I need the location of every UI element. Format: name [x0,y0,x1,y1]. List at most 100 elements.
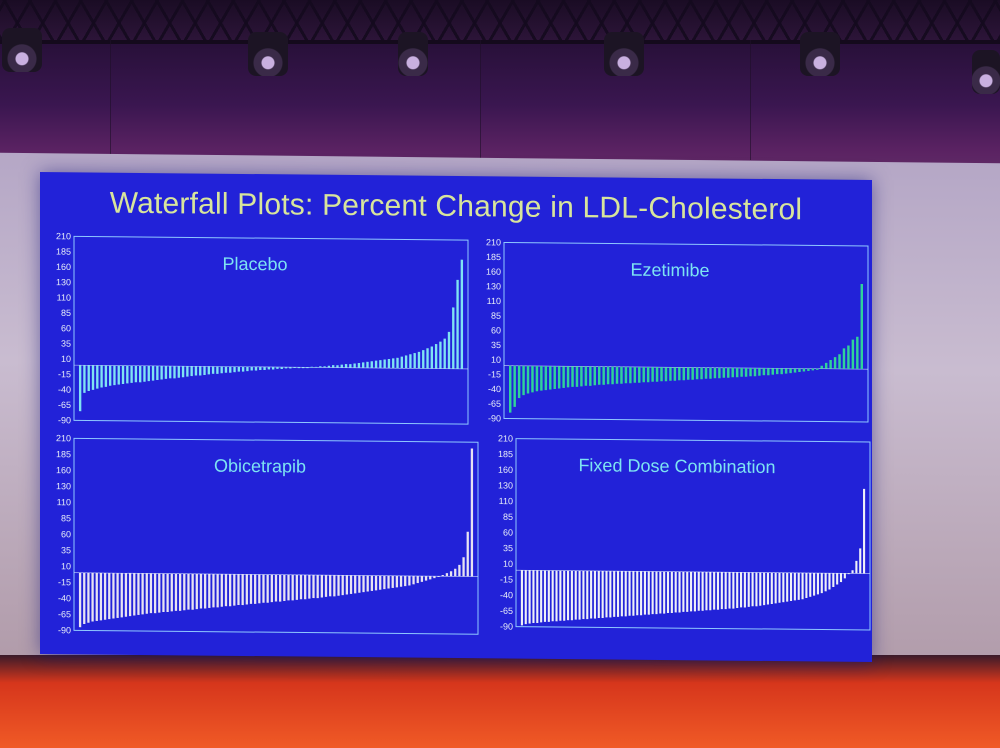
waterfall-bar [191,573,194,610]
waterfall-bar [590,570,593,619]
waterfall-bar [323,366,326,368]
waterfall-bar [820,573,823,594]
waterfall-bar [789,572,793,602]
waterfall-bar [793,572,796,601]
waterfall-bar [798,368,801,373]
waterfall-bar [605,571,608,618]
waterfall-bar [740,367,743,377]
waterfall-bar [670,571,673,614]
waterfall-bar [333,575,336,597]
waterfall-bar [704,367,708,379]
y-tick-label: 60 [61,323,71,333]
waterfall-bar [458,564,461,577]
waterfall-bar [763,572,766,606]
waterfall-bar [220,574,223,607]
waterfall-bar [824,362,828,369]
waterfall-bar [720,572,723,610]
stage-light-icon [398,32,428,76]
waterfall-bar [224,366,228,373]
waterfall-bar [793,368,797,373]
waterfall-bar [797,572,800,600]
waterfall-bar [651,367,654,382]
waterfall-bar [329,575,332,597]
y-tick-label: 110 [499,496,513,506]
y-tick-label: 35 [61,545,71,555]
waterfall-bar [571,366,574,387]
waterfall-bar [170,573,173,612]
waterfall-bar [141,573,144,615]
waterfall-chart-obicetrapib: 210 185 160 130 110 85 60 35 10 -15 -40 -65 -90 Obic… [40,433,480,638]
waterfall-bar [540,570,543,623]
waterfall-bar [158,573,161,613]
waterfall-bar [104,365,108,387]
stage-lighting-strip [0,655,1000,748]
y-tick-label: -40 [58,385,71,395]
waterfall-bar [437,576,440,578]
y-tick-label: 210 [486,237,501,247]
waterfall-bar [128,573,132,617]
y-tick-label: -90 [488,413,501,423]
waterfall-bar [156,365,159,381]
waterfall-bar [570,570,573,621]
waterfall-bar [233,366,236,373]
waterfall-bar [801,572,804,600]
waterfall-bar [647,571,650,615]
waterfall-bar [575,366,579,387]
slide-title: Waterfall Plots: Percent Change in LDL-C… [109,186,803,227]
waterfall-bar [466,531,469,577]
waterfall-bar [420,576,424,582]
waterfall-bar [164,365,168,379]
waterfall-bar [747,572,750,607]
waterfall-bar [578,570,581,620]
waterfall-bar [762,368,766,376]
waterfall-bar [740,572,743,608]
waterfall-bar [216,366,219,374]
waterfall-bar [513,365,516,407]
waterfall-bar [589,366,592,386]
waterfall-bar [784,368,788,374]
waterfall-bar [839,573,843,583]
waterfall-bar [851,339,855,370]
waterfall-bar [362,575,365,593]
y-tick-label: 85 [491,311,501,321]
y-tick-label: -15 [58,369,71,379]
stage-light-icon [2,28,42,72]
waterfall-bar [847,345,850,369]
waterfall-bar [344,364,348,368]
waterfall-bar [549,366,552,390]
waterfall-bar [705,571,708,611]
waterfall-bar [404,355,408,369]
waterfall-bar [429,576,432,580]
waterfall-bar [640,571,643,616]
waterfall-bar [555,570,558,622]
waterfall-bar [120,573,123,618]
waterfall-bar [620,366,623,384]
waterfall-bar [289,367,292,369]
rig-wire [110,40,111,160]
waterfall-bar [133,573,136,616]
waterfall-bar [509,365,512,413]
waterfall-bar [341,575,344,596]
waterfall-bar [199,366,202,376]
waterfall-bar [249,574,253,604]
waterfall-bar [134,365,138,383]
waterfall-bar [842,348,846,369]
waterfall-bar [655,571,658,615]
waterfall-bar [276,367,279,369]
waterfall-bar [299,574,303,600]
y-tick-label: 160 [56,465,71,475]
waterfall-bar [716,572,720,610]
waterfall-bar [304,574,307,600]
plot-frame [73,235,469,425]
y-tick-label: 210 [56,231,71,241]
waterfall-bar [160,365,163,380]
waterfall-bar [743,572,746,608]
y-tick-label: 110 [487,296,501,306]
waterfall-bar [770,572,773,604]
y-tick-label: 85 [61,308,71,318]
waterfall-bar [169,366,172,379]
chart-title: Obicetrapib [213,455,307,477]
waterfall-bar [593,366,597,386]
waterfall-bar [413,353,416,369]
waterfall-bar [709,367,712,379]
